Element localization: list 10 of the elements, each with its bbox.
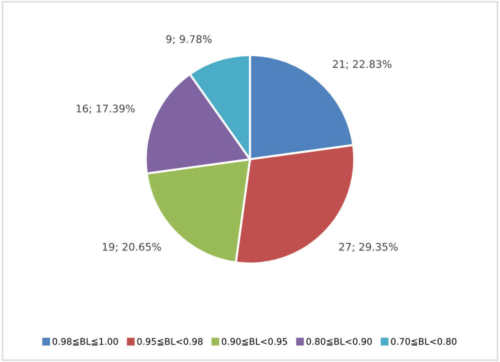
legend-label: 0.95≦BL<0.98 xyxy=(137,338,203,346)
data-label: 21; 22.83% xyxy=(332,60,392,70)
data-label: 27; 29.35% xyxy=(339,242,398,252)
data-label: 16; 17.39% xyxy=(76,104,135,114)
data-label: 19; 20.65% xyxy=(102,242,161,252)
legend-label: 0.80≦BL<0.90 xyxy=(306,338,372,346)
legend-label: 0.90≦BL<0.95 xyxy=(222,338,287,346)
legend-label: 0.98≦BL≦1.00 xyxy=(52,338,118,346)
data-label: 9; 9.78% xyxy=(166,35,212,44)
legend-label: 0.70≦BL<0.80 xyxy=(391,338,456,346)
